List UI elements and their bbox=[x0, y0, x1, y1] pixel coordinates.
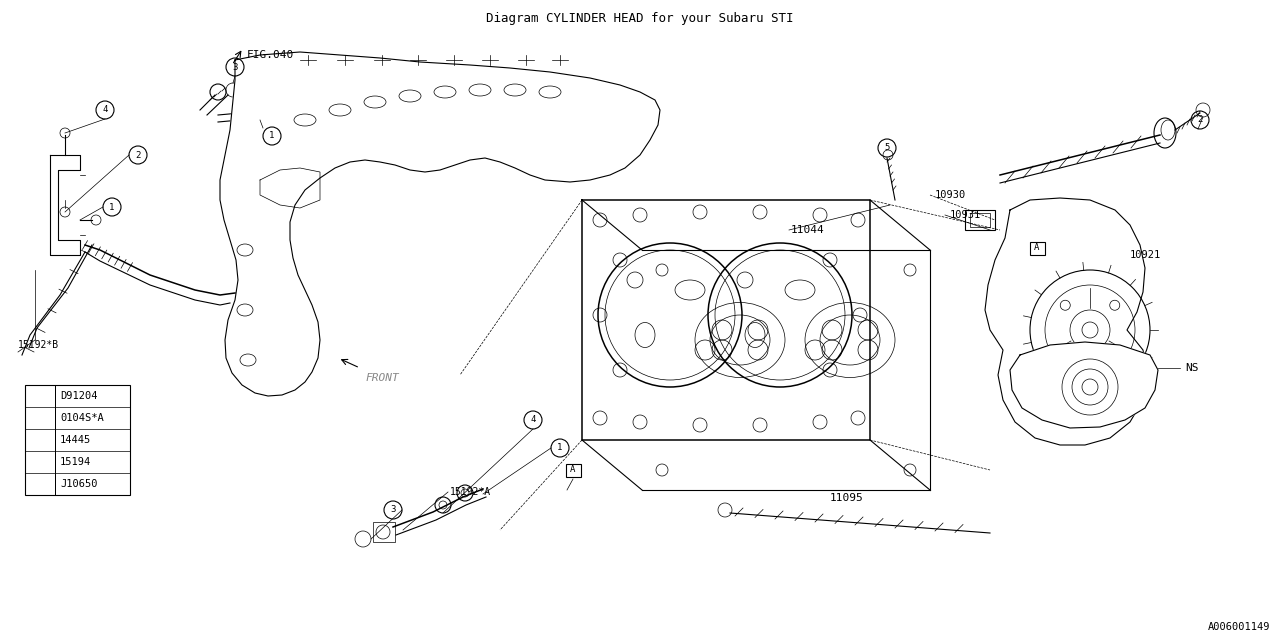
Text: 3: 3 bbox=[37, 435, 44, 445]
Text: 5: 5 bbox=[884, 143, 890, 152]
Text: FRONT: FRONT bbox=[365, 373, 399, 383]
Text: 2: 2 bbox=[37, 413, 44, 423]
Bar bbox=[26, 385, 131, 495]
Text: 2: 2 bbox=[136, 150, 141, 159]
Text: J10650: J10650 bbox=[60, 479, 97, 489]
Text: 11044: 11044 bbox=[791, 225, 824, 235]
Text: A: A bbox=[1034, 243, 1039, 253]
Bar bbox=[965, 210, 995, 230]
Text: 15192*B: 15192*B bbox=[18, 340, 59, 350]
Text: 4: 4 bbox=[37, 457, 44, 467]
Text: 10930: 10930 bbox=[934, 190, 966, 200]
Text: A: A bbox=[571, 465, 576, 474]
Text: 15194: 15194 bbox=[60, 457, 91, 467]
Bar bbox=[970, 213, 989, 227]
Text: D91204: D91204 bbox=[60, 391, 97, 401]
Text: 3: 3 bbox=[232, 63, 238, 72]
Text: 1: 1 bbox=[557, 444, 563, 452]
Polygon shape bbox=[1010, 342, 1158, 428]
Text: 4: 4 bbox=[530, 415, 536, 424]
Text: 0104S*A: 0104S*A bbox=[60, 413, 104, 423]
Text: 1: 1 bbox=[37, 391, 44, 401]
Text: 2: 2 bbox=[1197, 115, 1203, 125]
Text: 1: 1 bbox=[269, 131, 275, 141]
Polygon shape bbox=[220, 52, 660, 396]
Bar bbox=[566, 463, 581, 477]
Text: A006001149: A006001149 bbox=[1207, 622, 1270, 632]
Text: NS: NS bbox=[1185, 363, 1198, 373]
Text: 5: 5 bbox=[37, 479, 44, 489]
Polygon shape bbox=[986, 198, 1147, 445]
Text: 10931: 10931 bbox=[950, 210, 982, 220]
Text: 15192*A: 15192*A bbox=[451, 487, 492, 497]
Bar bbox=[1029, 241, 1044, 255]
Text: 11095: 11095 bbox=[829, 493, 864, 503]
Bar bbox=[372, 522, 396, 542]
Text: 14445: 14445 bbox=[60, 435, 91, 445]
Text: 4: 4 bbox=[102, 106, 108, 115]
Text: 3: 3 bbox=[390, 506, 396, 515]
Text: 10921: 10921 bbox=[1130, 250, 1161, 260]
Text: 1: 1 bbox=[109, 202, 115, 211]
Text: Diagram CYLINDER HEAD for your Subaru STI: Diagram CYLINDER HEAD for your Subaru ST… bbox=[486, 12, 794, 25]
Text: FIG.040: FIG.040 bbox=[247, 50, 294, 60]
